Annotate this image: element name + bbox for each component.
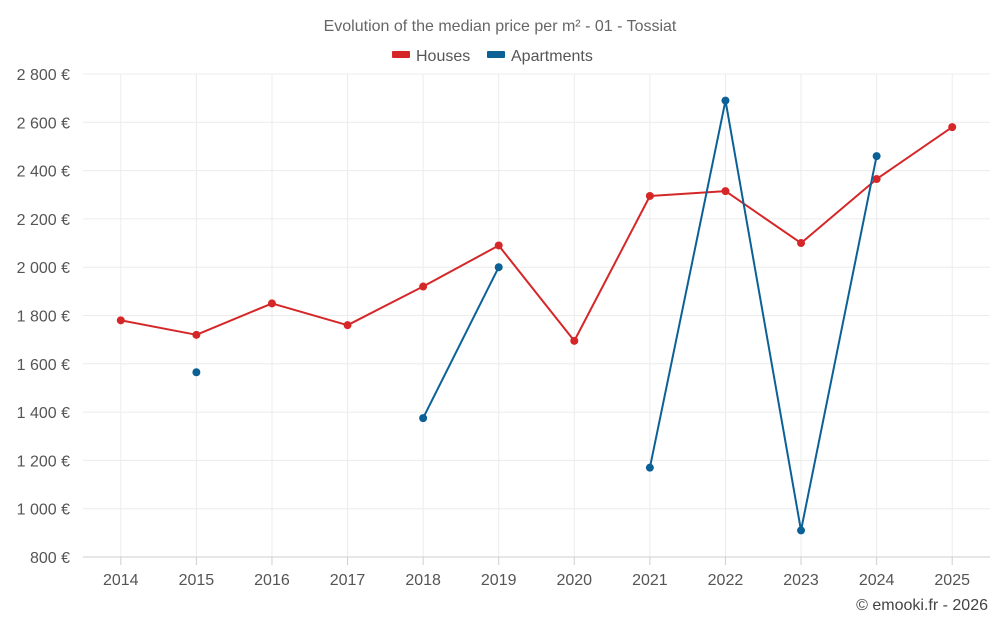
series bbox=[116, 96, 957, 535]
data-point-houses-2020[interactable] bbox=[570, 336, 579, 345]
y-tick-label: 1 400 € bbox=[17, 405, 70, 422]
x-tick-label: 2020 bbox=[556, 572, 592, 589]
x-tick-label: 2021 bbox=[632, 572, 668, 589]
x-tick-label: 2019 bbox=[481, 572, 517, 589]
data-point-apartments-2024[interactable] bbox=[872, 152, 881, 161]
chart-title: Evolution of the median price per m² - 0… bbox=[324, 18, 677, 35]
data-point-apartments-2018[interactable] bbox=[419, 414, 428, 423]
data-point-apartments-2015[interactable] bbox=[192, 368, 201, 377]
y-tick-label: 1 200 € bbox=[17, 453, 70, 470]
data-point-houses-2021[interactable] bbox=[645, 191, 654, 200]
y-tick-label: 2 000 € bbox=[17, 260, 70, 277]
x-tick-label: 2024 bbox=[859, 572, 895, 589]
x-tick-label: 2014 bbox=[103, 572, 139, 589]
series-houses bbox=[116, 123, 957, 345]
legend-swatch-houses bbox=[392, 51, 410, 58]
data-point-houses-2019[interactable] bbox=[494, 241, 503, 250]
data-point-apartments-2023[interactable] bbox=[797, 526, 806, 535]
data-point-apartments-2019[interactable] bbox=[494, 263, 503, 272]
legend-item-apartments[interactable]: Apartments bbox=[487, 48, 593, 65]
y-tick-label: 2 400 € bbox=[17, 164, 70, 181]
y-tick-label: 2 600 € bbox=[17, 115, 70, 132]
series-line-houses bbox=[120, 126, 953, 342]
data-point-houses-2025[interactable] bbox=[948, 123, 957, 132]
y-tick-label: 2 200 € bbox=[17, 212, 70, 229]
legend-item-houses[interactable]: Houses bbox=[392, 48, 470, 65]
data-point-houses-2018[interactable] bbox=[419, 282, 428, 291]
legend: Houses Apartments bbox=[392, 48, 593, 65]
x-tick-label: 2018 bbox=[405, 572, 441, 589]
series-line-apartments bbox=[648, 99, 878, 532]
legend-label-houses: Houses bbox=[416, 48, 470, 65]
x-tick-label: 2023 bbox=[783, 572, 819, 589]
series-apartments bbox=[192, 96, 881, 535]
data-point-apartments-2021[interactable] bbox=[645, 463, 654, 472]
data-point-apartments-2022[interactable] bbox=[721, 96, 730, 105]
data-point-houses-2017[interactable] bbox=[343, 321, 352, 330]
x-tick-label: 2022 bbox=[708, 572, 744, 589]
data-point-houses-2015[interactable] bbox=[192, 330, 201, 339]
y-tick-label: 800 € bbox=[30, 550, 70, 567]
legend-label-apartments: Apartments bbox=[511, 48, 593, 65]
data-point-houses-2023[interactable] bbox=[797, 239, 806, 248]
x-tick-label: 2025 bbox=[934, 572, 970, 589]
x-tick-label: 2017 bbox=[330, 572, 366, 589]
data-point-houses-2014[interactable] bbox=[116, 316, 125, 325]
x-tick-label: 2015 bbox=[179, 572, 215, 589]
y-tick-label: 1 600 € bbox=[17, 357, 70, 374]
y-tick-label: 1 000 € bbox=[17, 502, 70, 519]
credit-text: © emooki.fr - 2026 bbox=[856, 597, 988, 614]
y-tick-label: 2 800 € bbox=[17, 67, 70, 84]
data-point-houses-2016[interactable] bbox=[267, 299, 276, 308]
y-tick-label: 1 800 € bbox=[17, 309, 70, 326]
grid bbox=[83, 73, 990, 558]
data-point-houses-2022[interactable] bbox=[721, 187, 730, 196]
series-line-apartments bbox=[422, 266, 500, 419]
x-tick-label: 2016 bbox=[254, 572, 290, 589]
legend-swatch-apartments bbox=[487, 51, 505, 58]
data-point-houses-2024[interactable] bbox=[872, 175, 881, 184]
axes: 800 € 1 000 € 1 200 € 1 400 € 1 600 € 1 800 €… bbox=[17, 67, 990, 589]
